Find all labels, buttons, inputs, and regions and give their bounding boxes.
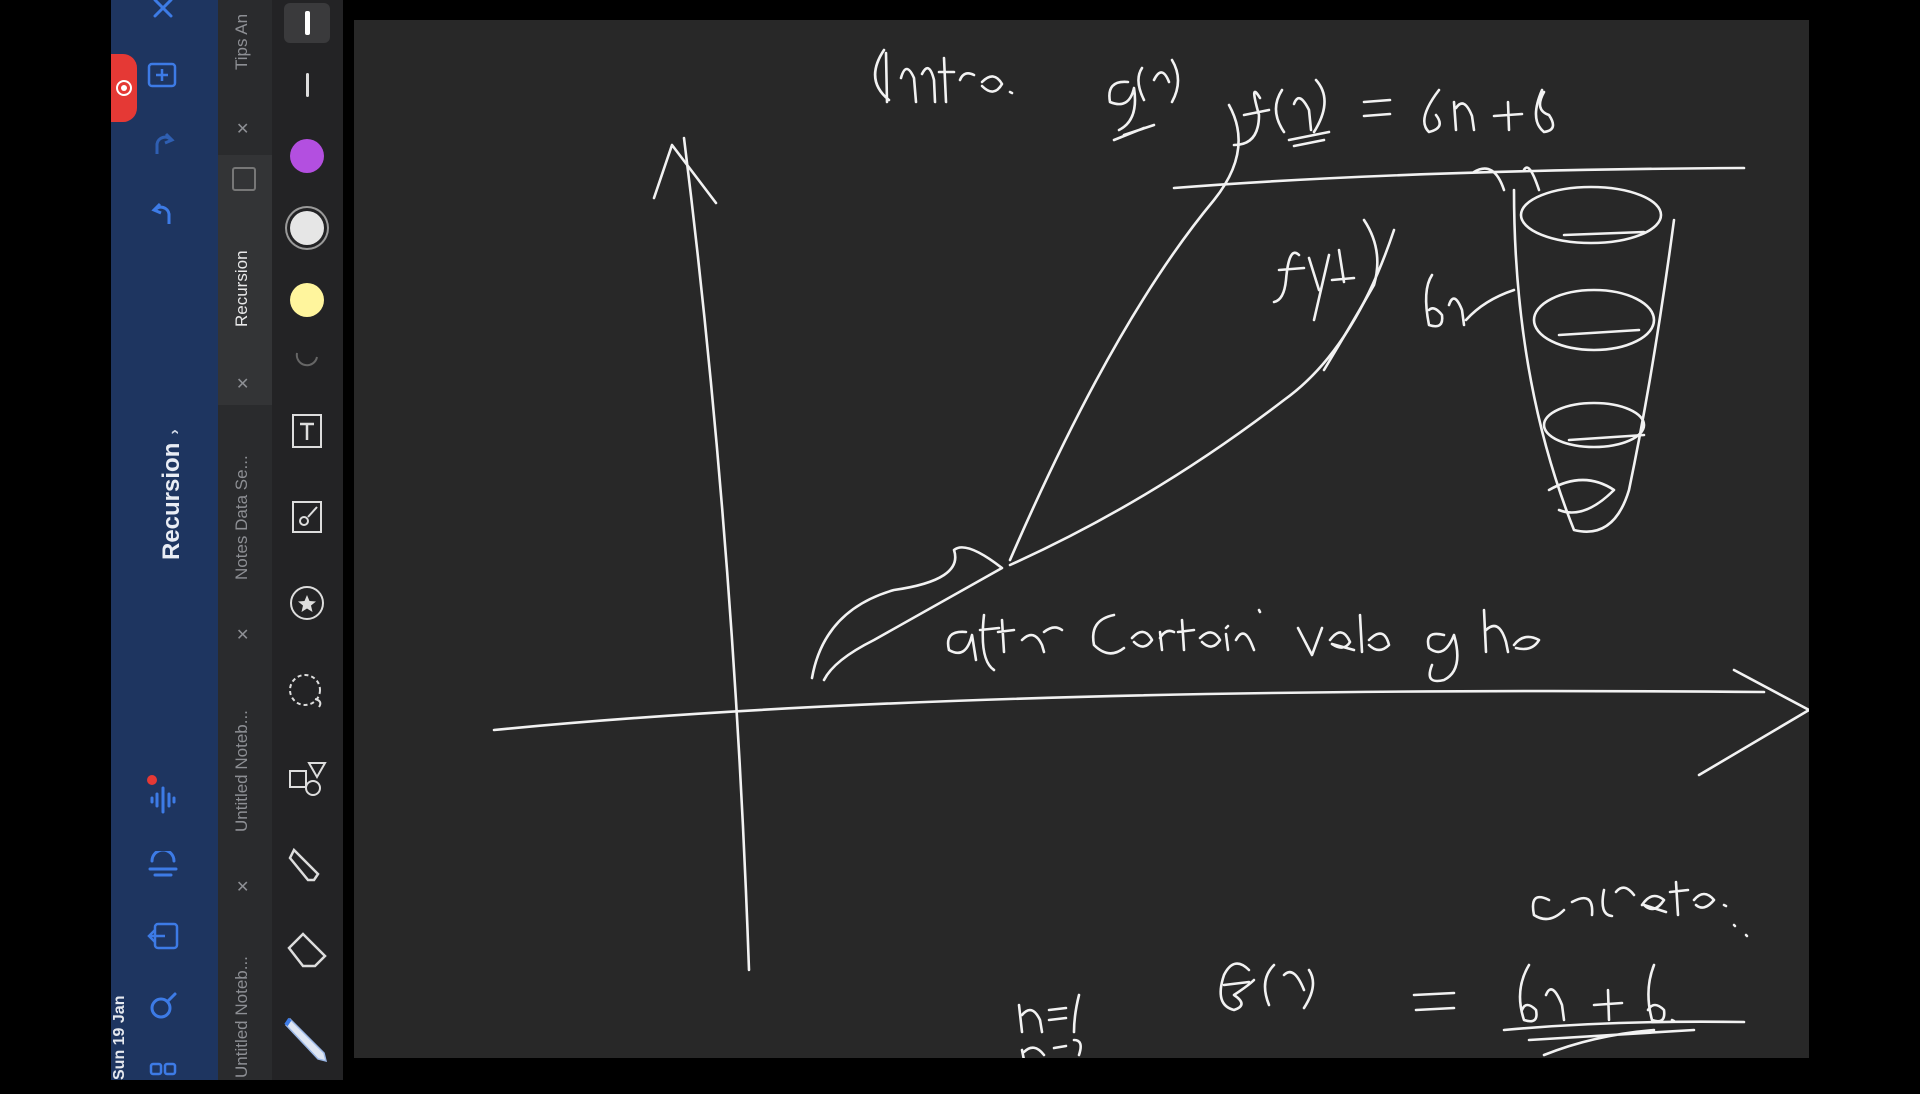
close-icon[interactable] <box>141 0 185 30</box>
chevron-right-icon: › <box>166 429 183 435</box>
redo-icon[interactable] <box>141 122 185 166</box>
close-tab-icon[interactable]: ✕ <box>236 376 250 393</box>
image-tool-icon[interactable] <box>284 494 330 540</box>
tab-notes-data[interactable]: Notes Data Se... ✕ <box>232 455 251 644</box>
transcribe-icon[interactable] <box>141 844 185 888</box>
close-tab-icon[interactable]: ✕ <box>236 627 250 644</box>
eraser-tool-icon[interactable] <box>284 928 330 974</box>
record-icon <box>116 80 132 96</box>
audio-record-icon[interactable] <box>141 772 185 816</box>
tab-untitled-1[interactable]: Untitled Noteb... ✕ <box>232 710 251 896</box>
tab-untitled-2[interactable]: Untitled Noteb... <box>232 956 251 1078</box>
shapes-tool-icon[interactable] <box>284 756 330 802</box>
undo-icon[interactable] <box>141 192 185 236</box>
tab-recursion[interactable]: Recursion ✕ <box>218 155 272 405</box>
highlighter-tool-icon[interactable] <box>284 842 330 888</box>
favorites-icon[interactable] <box>284 334 330 380</box>
text-tool-icon[interactable] <box>284 408 330 454</box>
color-swatch-yellow[interactable] <box>290 283 324 317</box>
pen-width-thick-icon[interactable] <box>284 0 330 46</box>
date-label: Sun 19 Jan <box>111 995 128 1080</box>
add-page-icon[interactable] <box>141 52 185 96</box>
handwriting-ink <box>492 48 1809 1058</box>
export-icon[interactable] <box>141 914 185 958</box>
search-icon[interactable] <box>141 984 185 1028</box>
lasso-tool-icon[interactable] <box>284 668 330 714</box>
notebook-tabs: Tips An ✕ Recursion ✕ Notes Data Se... ✕… <box>218 0 272 1080</box>
color-swatch-purple[interactable] <box>290 139 324 173</box>
close-tab-icon[interactable]: ✕ <box>236 879 250 896</box>
sticker-tool-icon[interactable] <box>284 580 330 626</box>
notebook-title[interactable]: Recursion› <box>158 429 185 560</box>
sidebar-rail <box>111 0 236 1080</box>
color-swatch-white[interactable] <box>290 211 324 245</box>
close-tab-icon[interactable]: ✕ <box>236 121 250 138</box>
recording-indicator[interactable] <box>111 54 137 122</box>
pen-tool-icon[interactable] <box>284 1016 330 1063</box>
drawing-toolbar <box>272 0 343 1080</box>
grid-view-icon[interactable] <box>141 1050 185 1094</box>
pen-width-thin-icon[interactable] <box>284 62 330 108</box>
drawing-canvas[interactable] <box>354 20 1809 1058</box>
tab-tips[interactable]: Tips An ✕ <box>232 13 251 138</box>
tab-options-icon[interactable] <box>232 167 256 191</box>
